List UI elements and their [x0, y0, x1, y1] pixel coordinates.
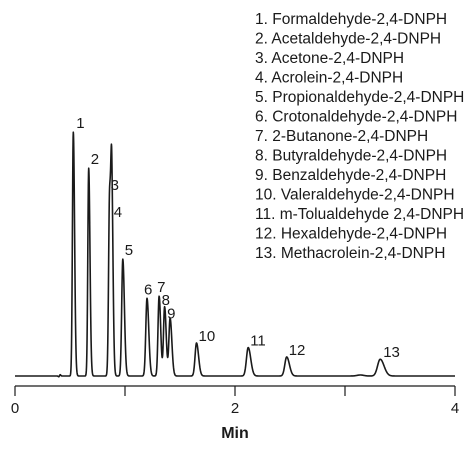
x-axis: 0 2 4	[11, 385, 459, 417]
x-axis-tick-label: 4	[451, 400, 459, 417]
peak-label: 6	[144, 281, 152, 298]
peak-label: 12	[289, 342, 306, 359]
plot-area	[14, 131, 456, 378]
legend-entry: 4. Acrolein-2,4-DNPH	[255, 70, 403, 87]
peak-label: 5	[125, 242, 133, 259]
legend-entry: 13. Methacrolein-2,4-DNPH	[255, 245, 445, 262]
peak-label: 7	[157, 279, 165, 296]
peak-label: 13	[383, 344, 400, 361]
legend-entry: 2. Acetaldehyde-2,4-DNPH	[255, 31, 441, 48]
peak-label: 8	[162, 292, 170, 309]
x-axis-tick-label: 0	[11, 400, 19, 417]
x-axis-title: Min	[221, 425, 249, 442]
peak-label: 1	[76, 115, 84, 132]
peak-label: 11	[250, 333, 266, 350]
legend-entry: 7. 2-Butanone-2,4-DNPH	[255, 128, 428, 145]
peak-label: 9	[167, 305, 175, 322]
x-axis-tick-label: 2	[231, 400, 239, 417]
legend: 1. Formaldehyde-2,4-DNPH 2. Acetaldehyde-…	[255, 11, 464, 262]
peak-label: 10	[199, 328, 216, 345]
legend-entry: 6. Crotonaldehyde-2,4-DNPH	[255, 109, 457, 126]
peak-label: 4	[114, 204, 122, 221]
legend-entry: 10. Valeraldehyde-2,4-DNPH	[255, 187, 455, 204]
legend-entry: 11. m-Tolualdehyde 2,4-DNPH	[255, 206, 464, 223]
legend-entry: 9. Benzaldehyde-2,4-DNPH	[255, 167, 446, 184]
peak-label: 2	[91, 151, 99, 168]
legend-entry: 3. Acetone-2,4-DNPH	[255, 50, 404, 67]
chromatogram-trace	[14, 131, 456, 378]
legend-entry: 1. Formaldehyde-2,4-DNPH	[255, 11, 447, 28]
legend-entry: 12. Hexaldehyde-2,4-DNPH	[255, 226, 447, 243]
peak-label: 3	[111, 177, 119, 194]
legend-entry: 8. Butyraldehyde-2,4-DNPH	[255, 148, 447, 165]
legend-entry: 5. Propionaldehyde-2,4-DNPH	[255, 89, 464, 106]
